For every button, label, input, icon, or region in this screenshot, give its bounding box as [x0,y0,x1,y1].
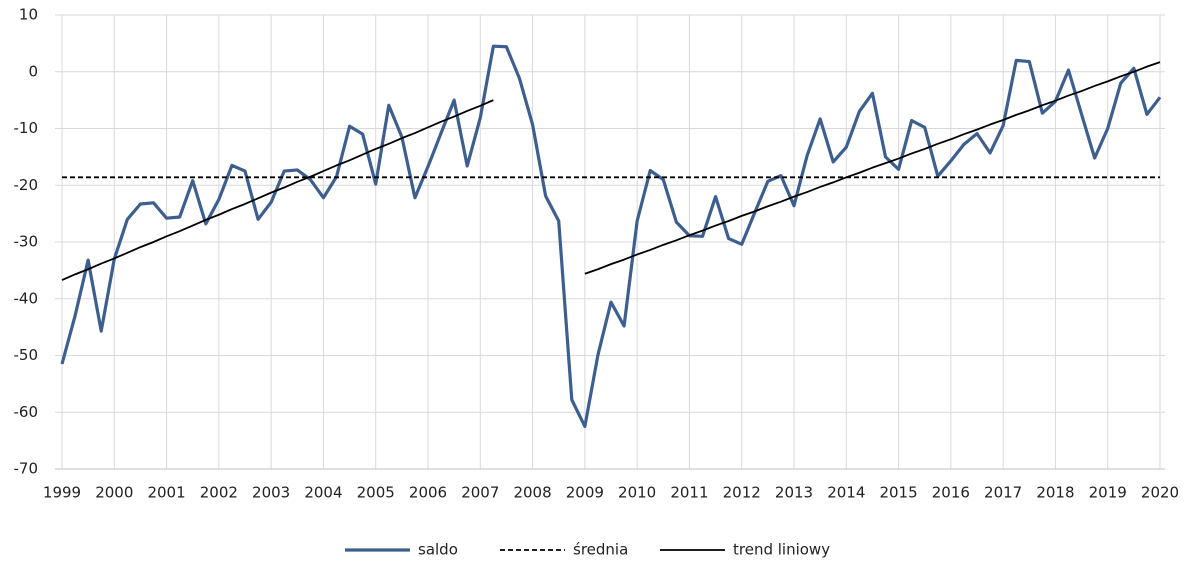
legend-label: trend liniowy [733,541,830,559]
x-tick-label: 2018 [1036,484,1074,502]
x-tick-label: 2005 [357,484,395,502]
x-tick-label: 2020 [1141,484,1179,502]
x-tick-label: 2000 [95,484,133,502]
series-line [60,44,1162,429]
legend-label: średnia [573,541,628,559]
x-tick-label: 2006 [409,484,447,502]
x-tick-label: 2019 [1089,484,1127,502]
x-tick-label: 2007 [461,484,499,502]
x-tick-label: 2004 [304,484,342,502]
x-tick-label: 2012 [723,484,761,502]
x-tick-label: 2015 [879,484,917,502]
y-tick-label: -20 [14,176,39,194]
y-tick-label: -60 [14,403,39,421]
x-tick-label: 2011 [670,484,708,502]
legend-label: saldo [418,541,458,559]
x-tick-label: 2009 [566,484,604,502]
series-line [61,61,1161,281]
x-tick-label: 1999 [43,484,81,502]
x-tick-label: 2014 [827,484,865,502]
x-tick-label: 2002 [200,484,238,502]
y-tick-label: -10 [14,119,39,137]
x-tick-label: 2008 [513,484,551,502]
x-tick-label: 2001 [147,484,185,502]
y-tick-label: -40 [14,289,39,307]
y-tick-label: -50 [14,346,39,364]
x-tick-label: 2003 [252,484,290,502]
y-tick-label: -30 [14,233,39,251]
y-tick-label: 0 [28,62,38,80]
y-tick-label: -70 [14,460,39,478]
x-tick-label: 2016 [932,484,970,502]
y-tick-label: 10 [19,6,38,24]
x-tick-label: 2017 [984,484,1022,502]
x-tick-label: 2013 [775,484,813,502]
x-tick-label: 2010 [618,484,656,502]
